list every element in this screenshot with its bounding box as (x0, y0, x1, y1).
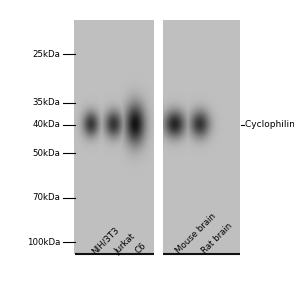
Text: Jurkat: Jurkat (113, 232, 137, 256)
Text: Mouse brain: Mouse brain (174, 212, 218, 256)
Text: 40kDa: 40kDa (32, 120, 60, 129)
Text: Rat brain: Rat brain (200, 221, 234, 256)
Text: Cyclophilin 40: Cyclophilin 40 (245, 120, 294, 129)
Text: C6: C6 (134, 241, 148, 256)
Text: NIH/3T3: NIH/3T3 (90, 225, 121, 256)
Text: 35kDa: 35kDa (32, 98, 60, 107)
Text: 100kDa: 100kDa (27, 238, 60, 247)
Bar (75, 20, 154, 254)
Text: 25kDa: 25kDa (32, 50, 60, 58)
Text: 70kDa: 70kDa (32, 194, 60, 202)
Bar (163, 20, 240, 254)
Text: 50kDa: 50kDa (32, 148, 60, 158)
